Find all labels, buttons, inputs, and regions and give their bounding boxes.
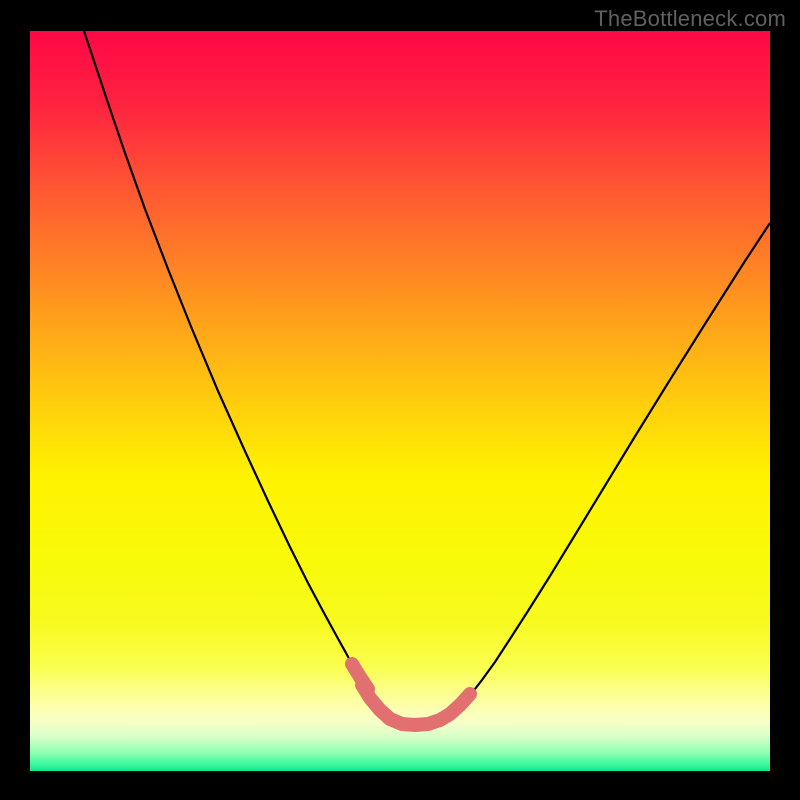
chart-frame: TheBottleneck.com	[0, 0, 800, 800]
plot-area	[30, 31, 770, 771]
bottleneck-curve-chart	[30, 31, 770, 771]
chart-background	[30, 31, 770, 771]
watermark-text: TheBottleneck.com	[594, 6, 786, 32]
